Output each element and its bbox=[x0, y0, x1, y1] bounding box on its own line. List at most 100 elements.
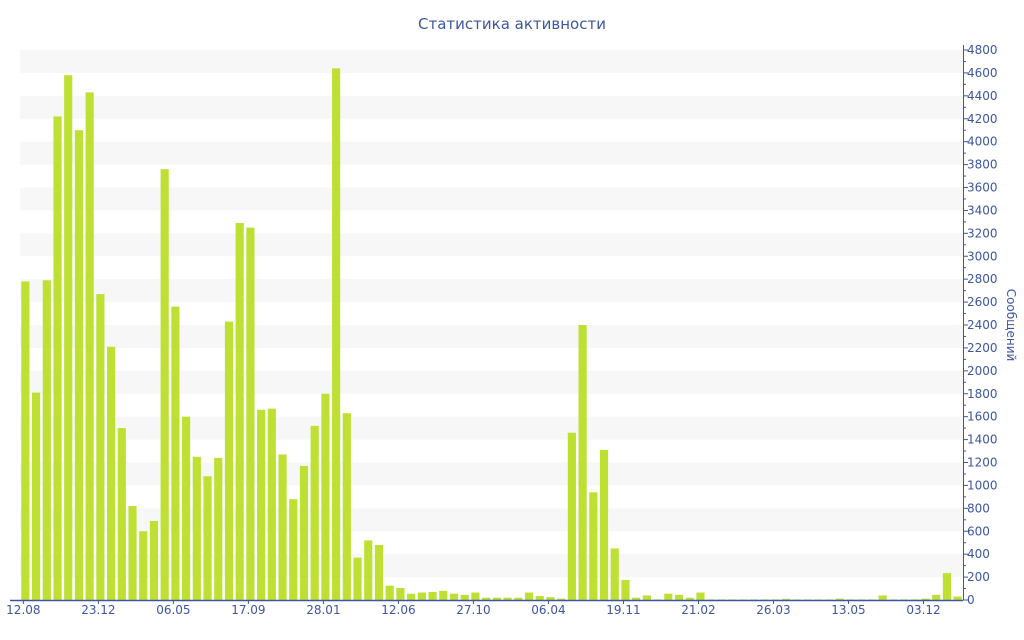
bar bbox=[782, 598, 791, 600]
bar bbox=[246, 227, 255, 600]
bar bbox=[696, 592, 705, 600]
x-tick-label: 17.09 bbox=[231, 603, 265, 617]
bar bbox=[910, 599, 919, 600]
x-tick-label: 06.04 bbox=[531, 603, 565, 617]
x-tick-label: 27.10 bbox=[456, 603, 490, 617]
bar bbox=[96, 294, 105, 600]
bar bbox=[267, 408, 276, 600]
x-tick-label: 23.12 bbox=[81, 603, 115, 617]
y-tick-label: 4800 bbox=[967, 43, 998, 57]
y-tick-label: 4000 bbox=[967, 135, 998, 149]
bar bbox=[257, 409, 266, 600]
y-tick-label: 2800 bbox=[967, 272, 998, 286]
y-tick-label: 1600 bbox=[967, 410, 998, 424]
bar bbox=[674, 594, 684, 600]
bar bbox=[117, 428, 126, 600]
grid-band bbox=[20, 279, 963, 303]
grid-band bbox=[20, 416, 963, 440]
bar bbox=[407, 593, 416, 600]
bar bbox=[460, 594, 469, 600]
x-tick-label: 28.01 bbox=[306, 603, 340, 617]
y-tick-label: 800 bbox=[967, 501, 990, 515]
bar bbox=[599, 449, 609, 600]
bar bbox=[717, 599, 726, 600]
bar bbox=[728, 599, 737, 600]
bar bbox=[942, 573, 951, 600]
bar bbox=[321, 393, 330, 600]
bar bbox=[278, 454, 287, 600]
bar bbox=[171, 306, 180, 600]
grid-band bbox=[20, 370, 963, 394]
bar bbox=[74, 130, 84, 601]
bar bbox=[524, 592, 534, 600]
y-tick-label: 1000 bbox=[967, 478, 998, 492]
bar bbox=[21, 281, 30, 600]
bar bbox=[64, 75, 73, 601]
bar bbox=[364, 540, 373, 600]
bar bbox=[814, 599, 823, 600]
y-tick-label: 3000 bbox=[967, 249, 998, 263]
bar bbox=[417, 592, 426, 600]
bar bbox=[492, 597, 501, 600]
bar bbox=[428, 591, 437, 600]
bar bbox=[192, 456, 201, 600]
x-tick-label: 12.06 bbox=[381, 603, 415, 617]
bar bbox=[42, 280, 51, 600]
bar bbox=[32, 392, 41, 600]
bar bbox=[921, 598, 930, 600]
y-tick-label: 2600 bbox=[967, 295, 998, 309]
bar bbox=[739, 599, 748, 600]
bar bbox=[953, 596, 962, 600]
bar bbox=[792, 599, 801, 600]
bar bbox=[642, 595, 651, 600]
bar bbox=[824, 599, 834, 600]
bar bbox=[182, 416, 191, 600]
grid-bands bbox=[20, 50, 963, 578]
bar bbox=[299, 465, 309, 600]
bar bbox=[557, 598, 566, 600]
y-tick-label: 4600 bbox=[967, 66, 998, 80]
grid-band bbox=[20, 462, 963, 486]
bar bbox=[664, 593, 673, 600]
bar bbox=[685, 597, 694, 600]
y-axis-label: Сообщений bbox=[1004, 288, 1018, 362]
bar bbox=[128, 506, 137, 600]
bar bbox=[899, 599, 909, 600]
y-tick-label: 1800 bbox=[967, 387, 998, 401]
y-tick-label: 3600 bbox=[967, 181, 998, 195]
bar bbox=[85, 92, 94, 600]
y-tick-label: 3200 bbox=[967, 226, 998, 240]
bar bbox=[353, 557, 362, 600]
y-tick-label: 2200 bbox=[967, 341, 998, 355]
y-tick-label: 2400 bbox=[967, 318, 998, 332]
grid-band bbox=[20, 325, 963, 348]
x-tick-label: 06.05 bbox=[156, 603, 190, 617]
bar bbox=[771, 599, 780, 600]
grid-band bbox=[20, 95, 963, 119]
y-tick-label: 4200 bbox=[967, 112, 998, 126]
bar bbox=[482, 597, 491, 600]
bar bbox=[224, 321, 234, 600]
bar bbox=[835, 598, 844, 600]
x-tick-label: 19.11 bbox=[606, 603, 640, 617]
y-tick-label: 400 bbox=[967, 547, 990, 561]
bar bbox=[289, 499, 298, 600]
bar bbox=[396, 587, 405, 600]
bar bbox=[546, 597, 555, 600]
bar bbox=[803, 599, 812, 600]
bar bbox=[567, 432, 576, 600]
bar bbox=[653, 599, 662, 600]
bar bbox=[385, 585, 394, 600]
y-tick-label: 3400 bbox=[967, 203, 998, 217]
bar bbox=[149, 520, 159, 600]
bar bbox=[374, 545, 384, 600]
y-tick-label: 1200 bbox=[967, 456, 998, 470]
y-tick-label: 600 bbox=[967, 524, 990, 538]
bar bbox=[449, 593, 459, 600]
bar bbox=[53, 116, 62, 600]
bar bbox=[107, 346, 116, 600]
bar bbox=[214, 457, 223, 600]
y-tick-label: 200 bbox=[967, 570, 990, 584]
x-tick-label: 03.12 bbox=[906, 603, 940, 617]
bar bbox=[439, 590, 448, 600]
